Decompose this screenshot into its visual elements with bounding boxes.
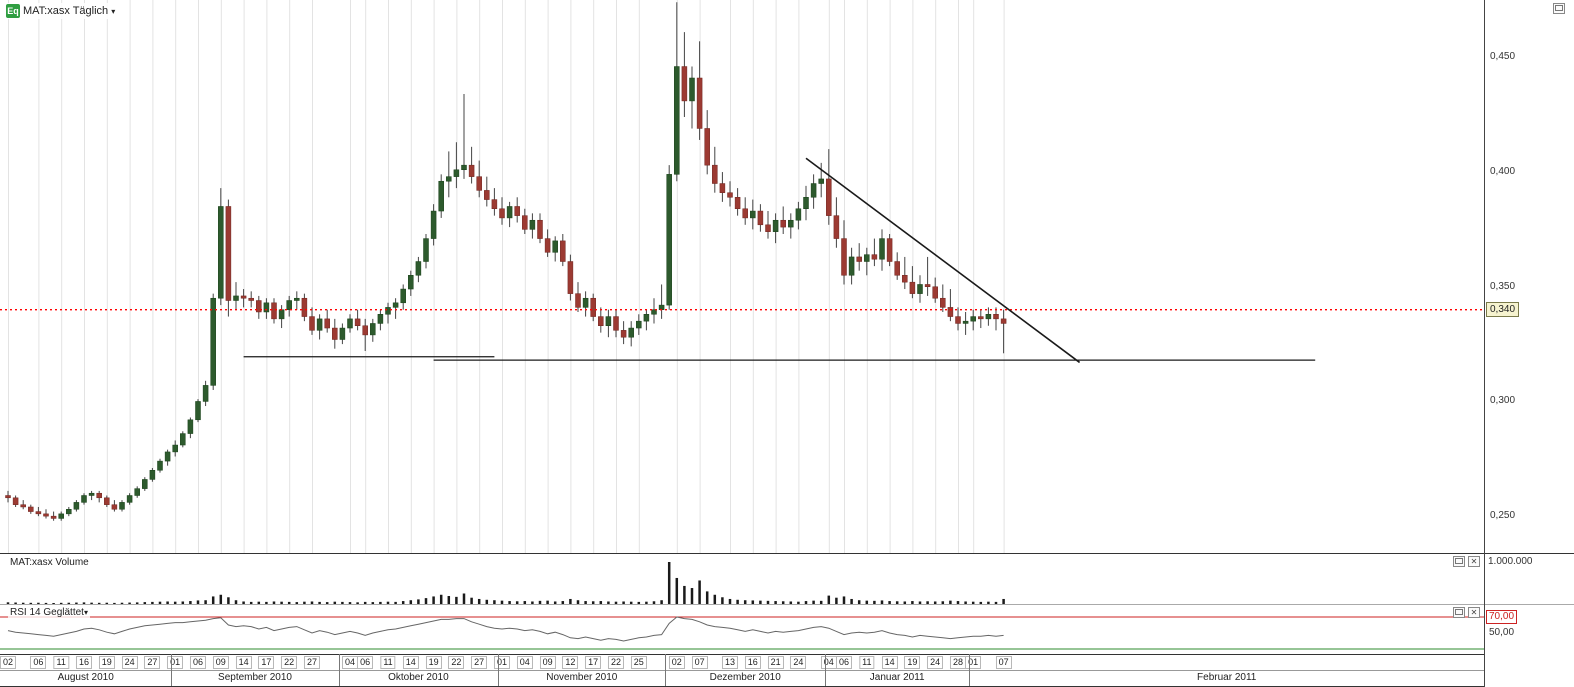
date-tick-label: 19 xyxy=(904,656,921,669)
month-separator xyxy=(338,654,340,686)
date-tick-label: 11 xyxy=(859,656,875,669)
date-tick-label: 09 xyxy=(212,656,229,669)
date-tick-label: 06 xyxy=(189,656,207,669)
rsi-chart[interactable] xyxy=(0,605,1484,654)
date-tick-label: 14 xyxy=(402,656,419,669)
date-tick-label: 06 xyxy=(30,656,47,669)
divider-volume-rsi xyxy=(0,604,1574,605)
date-tick-label: 06 xyxy=(357,656,374,669)
date-tick-label: 04 xyxy=(516,656,533,669)
date-tick-label: 14 xyxy=(881,656,898,669)
date-tick-label: 02 xyxy=(668,656,685,669)
date-tick-label: 27 xyxy=(144,656,161,669)
month-label: November 2010 xyxy=(546,672,618,683)
candlestick-chart[interactable] xyxy=(0,0,1484,554)
month-separator xyxy=(825,654,826,686)
restore-window-icon[interactable] xyxy=(1553,3,1565,14)
rsi-panel-selector[interactable]: RSI 14 Geglättet▾ xyxy=(8,607,90,618)
volume-panel-label: MAT:xasx Volume xyxy=(8,557,91,568)
rsi-panel-label: RSI 14 Geglättet xyxy=(10,607,84,618)
date-tick-label: 02 xyxy=(0,656,17,669)
date-tick-label: 11 xyxy=(53,656,69,669)
close-volume-icon[interactable]: ✕ xyxy=(1468,556,1480,567)
date-tick-label: 25 xyxy=(630,656,647,669)
date-tick-label: 09 xyxy=(539,656,556,669)
month-label: Dezember 2010 xyxy=(709,672,781,683)
price-tick-label: 0,300 xyxy=(1490,395,1516,407)
date-tick-label: 12 xyxy=(562,656,579,669)
divider-dates-months xyxy=(0,670,1484,671)
equity-type-badge: Eq xyxy=(6,4,20,18)
price-tick-label: 0,350 xyxy=(1490,280,1516,292)
date-tick-label: 16 xyxy=(744,656,761,669)
chevron-down-icon: ▾ xyxy=(83,608,88,617)
volume-chart[interactable] xyxy=(0,554,1484,605)
date-tick-label: 22 xyxy=(607,656,625,669)
chevron-down-icon: ▾ xyxy=(111,6,116,16)
divider-rsi-dates xyxy=(0,654,1484,655)
month-separator xyxy=(171,654,173,686)
date-tick-label: 24 xyxy=(790,656,807,669)
date-tick-label: 11 xyxy=(380,656,396,669)
date-tick-label: 17 xyxy=(585,656,602,669)
price-tick-label: 0,450 xyxy=(1490,51,1516,63)
date-tick-label: 19 xyxy=(98,656,115,669)
date-tick-label: 27 xyxy=(303,656,321,669)
date-tick-label: 21 xyxy=(767,656,784,669)
maximize-rsi-icon[interactable] xyxy=(1453,607,1465,618)
divider-price-volume xyxy=(0,553,1574,554)
month-label: Oktober 2010 xyxy=(388,672,449,683)
date-tick-label: 13 xyxy=(721,656,739,669)
price-tick-label: 0,250 xyxy=(1490,510,1516,522)
close-rsi-icon[interactable]: ✕ xyxy=(1468,607,1480,618)
last-price-tag: 0,340 xyxy=(1486,302,1520,317)
month-separator xyxy=(665,654,667,686)
rsi-overbought-label: 70,00 xyxy=(1486,610,1518,624)
date-tick-label: 14 xyxy=(235,656,252,669)
price-tick-label: 0,400 xyxy=(1490,166,1516,178)
date-tick-label: 04 xyxy=(341,656,359,669)
month-label: August 2010 xyxy=(57,672,114,683)
date-tick-label: 19 xyxy=(425,656,442,669)
date-tick-label: 01 xyxy=(493,656,511,669)
maximize-volume-icon[interactable] xyxy=(1453,556,1465,567)
date-tick-label: 17 xyxy=(258,656,275,669)
month-separator xyxy=(498,654,500,686)
month-label: Januar 2011 xyxy=(869,672,925,683)
month-label: September 2010 xyxy=(218,672,292,683)
instrument-selector[interactable]: Eq MAT:xasx Täglich ▾ xyxy=(4,3,118,19)
instrument-title: MAT:xasx Täglich xyxy=(23,5,109,17)
date-tick-label: 01 xyxy=(965,656,982,669)
date-tick-label: 24 xyxy=(121,656,138,669)
price-axis-border xyxy=(1484,0,1485,687)
rsi-midline-label: 50,00 xyxy=(1489,627,1515,638)
volume-scale-label: 1.000.000 xyxy=(1488,556,1533,567)
date-tick-label: 07 xyxy=(691,656,708,669)
date-tick-label: 01 xyxy=(167,656,184,669)
date-tick-label: 16 xyxy=(75,656,93,669)
month-label: Februar 2011 xyxy=(1197,672,1257,683)
date-tick-label: 06 xyxy=(835,656,853,669)
date-tick-label: 07 xyxy=(995,656,1012,669)
date-tick-label: 04 xyxy=(820,656,837,669)
date-tick-label: 22 xyxy=(448,656,465,669)
date-tick-label: 24 xyxy=(927,656,944,669)
date-tick-label: 27 xyxy=(471,656,488,669)
date-tick-label: 28 xyxy=(949,656,967,669)
month-separator xyxy=(969,654,971,686)
date-tick-label: 22 xyxy=(281,656,298,669)
